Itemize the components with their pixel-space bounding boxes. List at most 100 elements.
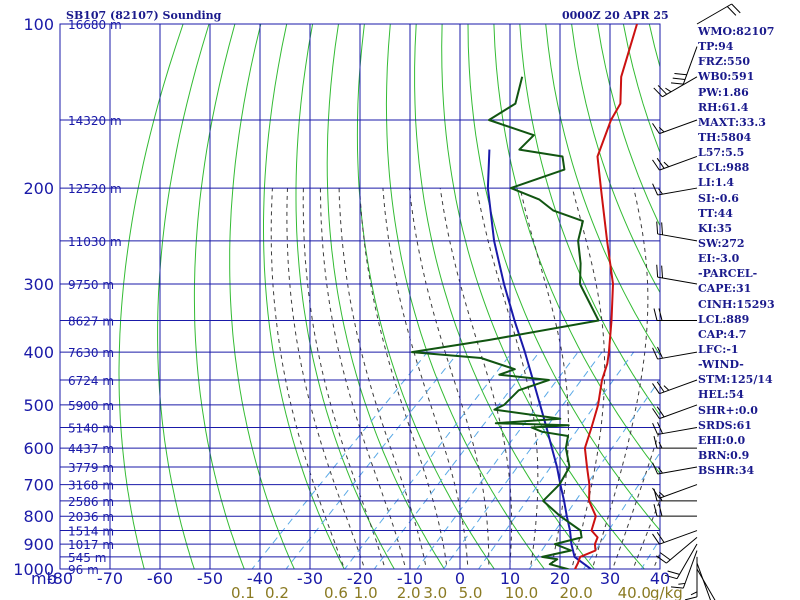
wind-barb [652, 183, 698, 196]
wind-barb [652, 530, 698, 545]
stat-item: LCL:988 [698, 161, 750, 175]
wind-barb-shaft [676, 543, 698, 579]
stat-item: TT:44 [698, 206, 733, 220]
wind-barb-shaft [659, 155, 698, 171]
wind-barb [652, 379, 698, 395]
height-label: 96 m [68, 563, 99, 577]
wind-barb [664, 543, 698, 580]
dry-adiabat [326, 24, 445, 569]
temperature-tick-label: 10 [500, 569, 520, 588]
pressure-tick-label: 400 [23, 343, 54, 362]
wind-barb-shaft [659, 119, 698, 135]
mixing-ratio-line [285, 351, 459, 569]
stat-item: CAPE:31 [698, 282, 752, 296]
temperature-tick-label: 30 [600, 569, 620, 588]
pressure-tick-label: 300 [23, 275, 54, 294]
mixing-ratio-line [416, 351, 579, 569]
wind-barb-flag [653, 87, 663, 98]
moist-adiabat [338, 188, 427, 569]
stat-item: SHR+:0.0 [698, 403, 758, 417]
wind-barb-flag [670, 586, 684, 589]
wind-barb-flag [661, 222, 664, 235]
height-label: 4437 m [68, 442, 114, 456]
wind-barb-shaft [657, 466, 698, 475]
dry-adiabat [118, 24, 184, 569]
stat-item: -PARCEL- [698, 267, 758, 281]
wind-barb-flag [659, 552, 671, 561]
pressure-tick-label: 700 [23, 476, 54, 495]
stat-item: WB0:591 [698, 70, 755, 84]
plot-border [59, 23, 661, 570]
wind-barb [652, 119, 698, 135]
wind-barb-flag [656, 264, 659, 278]
height-label: 8627 m [68, 315, 114, 329]
temperature-tick-label: -20 [347, 569, 373, 588]
moist-adiabat [439, 188, 513, 569]
wind-barb-flag [684, 596, 698, 600]
dry-adiabat [467, 24, 660, 532]
wind-barb [652, 346, 698, 360]
wind-barbs [652, 3, 741, 600]
wind-barb-flag [652, 383, 660, 394]
wind-barb [653, 308, 697, 322]
stat-item: SI:-0.6 [698, 191, 739, 205]
pressure-tick-label: 100 [23, 15, 54, 34]
moist-adiabat [382, 188, 469, 569]
temperature-tick-label: -60 [147, 569, 173, 588]
wind-barb-flag [653, 504, 658, 517]
temperature-tick-label: 20 [550, 569, 570, 588]
wind-barb-shaft [666, 537, 698, 564]
wind-barb-shaft [657, 276, 698, 285]
moist-adiabats [270, 187, 660, 569]
stat-item: MAXT:33.3 [698, 115, 766, 129]
wind-barb-flag [658, 491, 665, 497]
stat-item: KI:35 [698, 221, 733, 235]
mixing-ratio-label: 2.0 [397, 584, 421, 600]
wind-barb-flag [653, 308, 658, 321]
mixing-ratio-label: 20.0 [559, 584, 592, 600]
height-label: 14320 m [68, 114, 122, 128]
wind-barb-flag [731, 3, 741, 14]
mixing-ratio-label: 0.6 [324, 584, 348, 600]
wind-barb-flag [656, 221, 659, 234]
wind-barb-flag [678, 582, 686, 585]
temperature-tick-label: 40 [650, 569, 670, 588]
wind-barb [652, 462, 698, 475]
wind-barb-flag [664, 574, 678, 580]
wind-barb-flag [656, 157, 665, 169]
wind-barb-shaft [682, 46, 698, 85]
stat-item: TH:5804 [698, 130, 752, 144]
pressure-tick-label: 600 [23, 439, 54, 458]
stability-indices-panel: WMO:82107 TP:94 FRZ:550 WB0:591 PW:1.86 RH:61… [698, 24, 775, 478]
wind-barb-flag [657, 422, 663, 434]
wind-barb-flag [658, 467, 663, 474]
temperature-tick-label: 0 [455, 569, 465, 588]
wind-barb-shaft [696, 3, 732, 25]
dry-adiabat [385, 24, 545, 569]
stat-item: LFC:-1 [698, 342, 739, 356]
wind-barb [652, 404, 698, 420]
stat-item: BSHR:34 [698, 464, 755, 478]
mixing-ratio-line [477, 351, 635, 569]
moist-adiabat [408, 188, 490, 569]
dry-adiabat [779, 24, 800, 581]
wind-barb-shaft [696, 562, 711, 600]
wind-barb [656, 537, 698, 564]
wind-barb-flag [661, 265, 664, 278]
mixing-ratio-label: 0.1 [231, 584, 255, 600]
mixing-ratio-label: 40.0 [618, 584, 651, 600]
wind-barb-shaft [657, 233, 698, 242]
stat-item: STM:125/14 [698, 373, 773, 387]
dry-adiabat [157, 24, 210, 569]
wind-barb-shaft [657, 351, 698, 360]
dewpoint-line [410, 76, 600, 569]
moist-adiabat [571, 187, 606, 569]
moist-adiabat [319, 188, 407, 569]
wind-barb-flag [652, 159, 660, 171]
stat-item: EHI:0.0 [698, 433, 746, 447]
temperature-tick-label: -70 [97, 569, 123, 588]
height-label: 12520 m [68, 182, 122, 196]
wind-barb-flag [652, 487, 660, 499]
wind-barb-flag [652, 347, 659, 360]
wind-barb-flag [674, 72, 687, 76]
